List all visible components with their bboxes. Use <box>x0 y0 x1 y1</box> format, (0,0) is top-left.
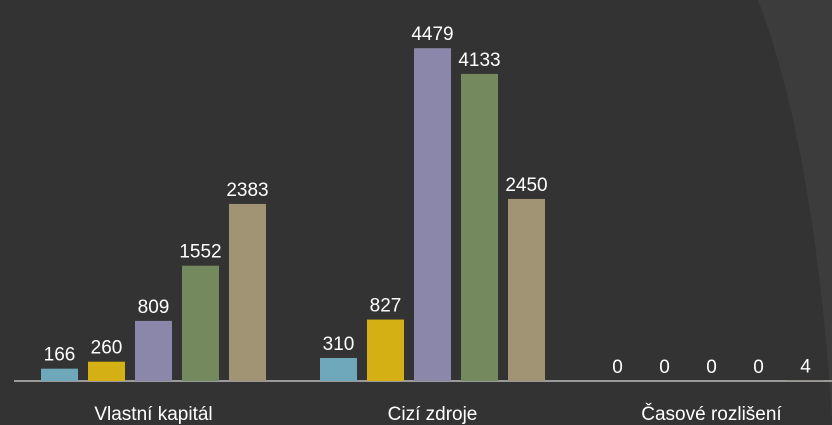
data-label: 0 <box>659 357 670 378</box>
data-label: 4 <box>800 357 811 378</box>
bar <box>229 203 266 381</box>
bar <box>88 361 125 381</box>
data-label: 260 <box>91 338 123 359</box>
bar <box>367 319 404 381</box>
x-tick-label: Vlastní kapitál <box>94 404 212 425</box>
data-label: 809 <box>138 297 170 318</box>
bar <box>414 48 451 382</box>
data-label: 2450 <box>505 175 547 196</box>
data-label: 1552 <box>179 242 221 263</box>
data-label: 310 <box>323 334 355 355</box>
x-tick-label: Cizí zdroje <box>388 404 478 425</box>
bar <box>461 73 498 382</box>
bar <box>320 357 357 381</box>
data-label: 0 <box>612 357 623 378</box>
bar <box>508 198 545 381</box>
data-label: 0 <box>753 357 764 378</box>
decor-panel <box>758 0 832 420</box>
data-label: 0 <box>706 357 717 378</box>
data-label: 2383 <box>226 180 268 201</box>
bar <box>135 320 172 381</box>
bar <box>41 368 78 381</box>
data-label: 827 <box>370 296 402 317</box>
data-label: 4133 <box>458 50 500 71</box>
data-label: 166 <box>44 345 76 366</box>
data-label: 4479 <box>411 24 453 45</box>
bar <box>182 265 219 381</box>
x-tick-label: Časové rozlišení <box>641 403 782 425</box>
